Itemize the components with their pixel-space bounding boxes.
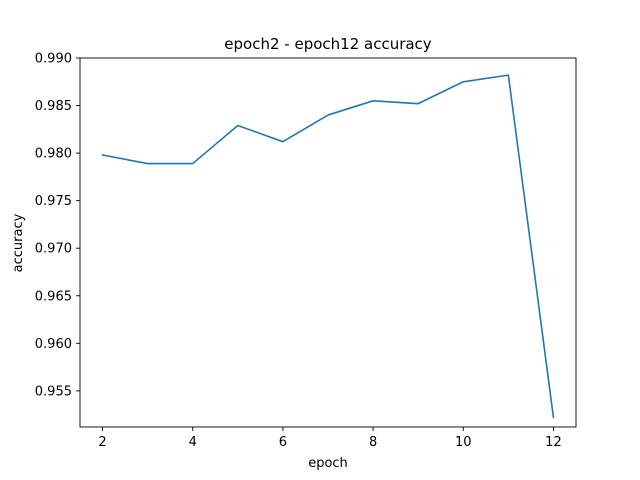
x-tick-label: 12 (545, 435, 562, 450)
plot-area: 2 4 6 8 10 12 0.955 0.960 0.965 0.970 0.975 0.980 0.… (35, 52, 577, 450)
y-axis-title: accuracy (11, 213, 26, 272)
x-tick-label: 4 (189, 435, 197, 450)
x-tick-label: 8 (369, 435, 377, 450)
y-tick-label: 0.990 (35, 52, 72, 67)
y-tick-label: 0.960 (35, 337, 72, 352)
plot-frame (79, 57, 577, 428)
y-tick-label: 0.980 (35, 147, 72, 162)
x-tick-label: 2 (98, 435, 106, 450)
y-tick-label: 0.965 (35, 289, 72, 304)
y-tick-label: 0.970 (35, 242, 72, 257)
x-tick-label: 10 (455, 435, 472, 450)
x-axis-title: epoch (308, 456, 348, 471)
y-tick-label: 0.955 (35, 384, 72, 399)
y-tick-label: 0.985 (35, 99, 72, 114)
x-tick-label: 6 (279, 435, 287, 450)
series-line-0 (101, 74, 555, 419)
chart-title: epoch2 - epoch12 accuracy (224, 35, 432, 53)
y-tick-label: 0.975 (35, 194, 72, 209)
